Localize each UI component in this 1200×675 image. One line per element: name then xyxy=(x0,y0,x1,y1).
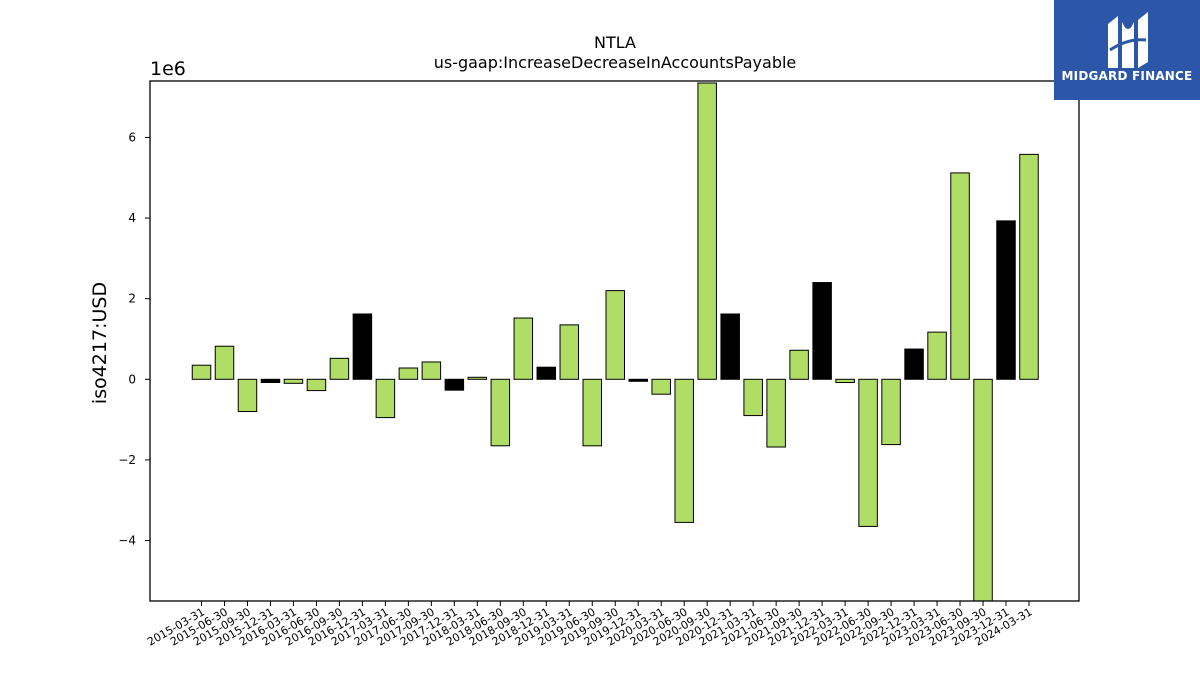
bar-2018-12-31 xyxy=(536,366,557,380)
brand-logo: MIDGARD FINANCE xyxy=(1054,0,1200,100)
bar-2021-06-30 xyxy=(766,378,786,448)
bar-2015-03-31 xyxy=(191,364,212,380)
bar-2015-09-30 xyxy=(237,378,258,413)
y-tick-label: 4 xyxy=(128,211,136,225)
chart-title: NTLA xyxy=(594,33,636,52)
bar-2017-09-30 xyxy=(421,361,442,380)
y-tick-label: −2 xyxy=(118,453,136,467)
bar-2018-06-30 xyxy=(490,378,511,447)
bar-2017-06-30 xyxy=(398,367,419,380)
midgard-logo-icon xyxy=(1108,12,1148,68)
bar-2017-03-31 xyxy=(375,378,396,419)
bar-2023-09-30 xyxy=(973,378,993,602)
bar-2015-06-30 xyxy=(214,345,235,380)
y-tick-label: 0 xyxy=(128,372,136,386)
plot-frame xyxy=(149,80,1080,602)
bar-2023-12-31 xyxy=(996,220,1016,380)
bar-2018-09-30 xyxy=(513,317,534,380)
bar-2022-06-30 xyxy=(858,378,878,527)
bar-2017-12-31 xyxy=(444,378,465,391)
bar-2020-03-31 xyxy=(651,378,671,395)
bar-2016-03-31 xyxy=(283,378,304,384)
bar-2023-03-31 xyxy=(927,331,947,380)
bar-2018-03-31 xyxy=(467,376,488,380)
brand-name: MIDGARD FINANCE xyxy=(1061,69,1193,83)
bar-2022-03-31 xyxy=(835,378,855,384)
bar-2022-09-30 xyxy=(881,378,901,446)
y-tick-label: 6 xyxy=(128,130,136,144)
y-axis-label: iso4217:USD xyxy=(89,282,111,404)
bar-2019-06-30 xyxy=(582,378,603,447)
y-tick-label: −4 xyxy=(118,534,136,548)
bar-2016-06-30 xyxy=(306,378,327,392)
bar-2022-12-31 xyxy=(904,348,924,380)
bar-2021-09-30 xyxy=(789,349,809,380)
bar-2016-09-30 xyxy=(329,357,350,380)
bar-2015-12-31 xyxy=(260,378,281,384)
bar-2021-12-31 xyxy=(812,282,832,380)
bar-2019-03-31 xyxy=(559,324,580,380)
bar-2019-12-31 xyxy=(628,378,648,382)
bar-2021-03-31 xyxy=(743,378,763,417)
bar-2020-06-30 xyxy=(674,378,694,523)
bar-2020-12-31 xyxy=(720,313,740,380)
y-scale-label: 1e6 xyxy=(150,58,186,80)
y-tick-label: 2 xyxy=(128,292,136,306)
bar-2016-12-31 xyxy=(352,313,373,380)
bar-2019-09-30 xyxy=(605,290,625,380)
chart-subtitle: us-gaap:IncreaseDecreaseInAccountsPayabl… xyxy=(434,53,797,72)
bar-2020-09-30 xyxy=(697,82,717,380)
bar-2023-06-30 xyxy=(950,172,970,380)
bar-2024-03-31 xyxy=(1019,153,1039,380)
